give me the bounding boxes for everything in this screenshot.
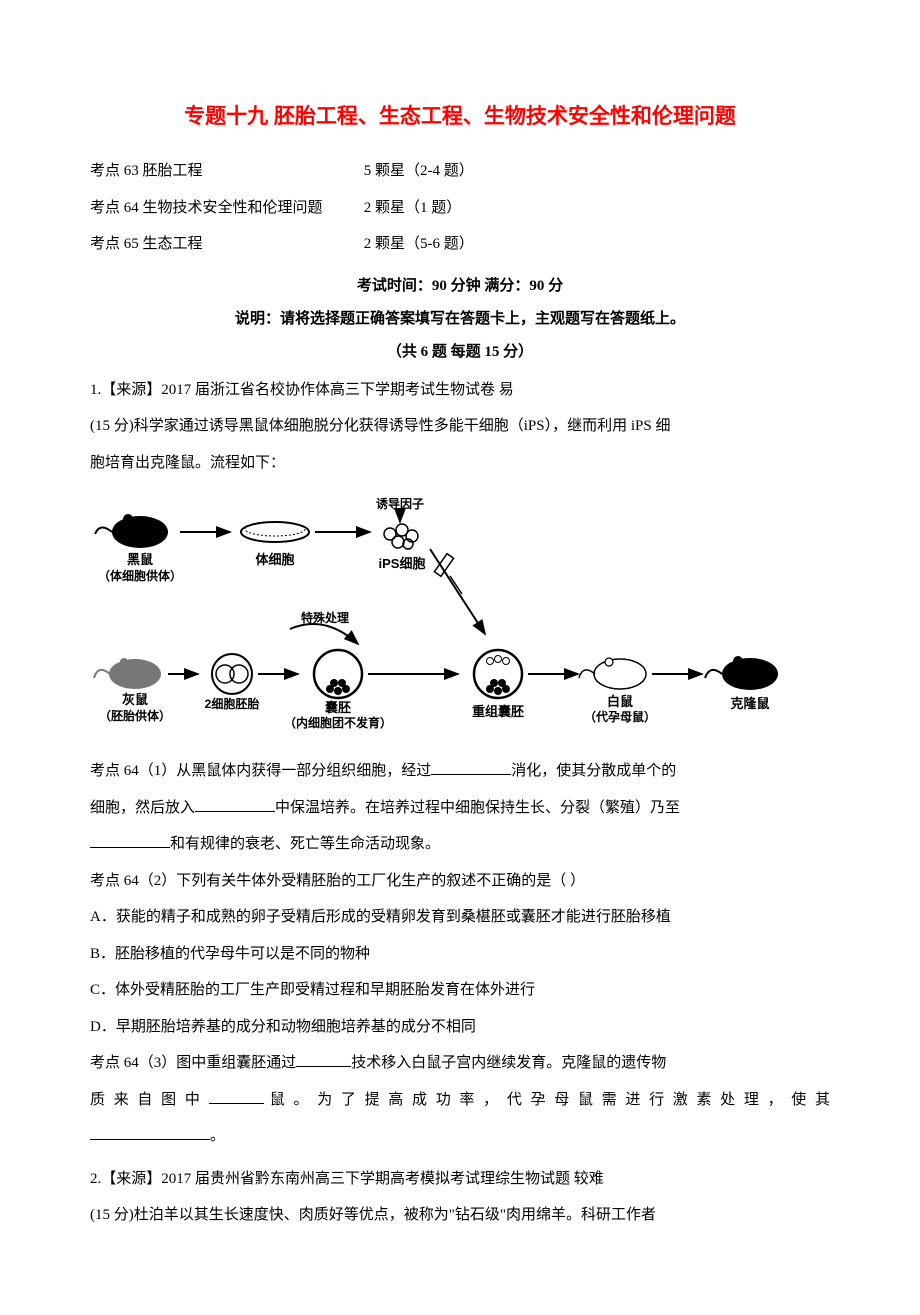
instruction: 说明：请将选择题正确答案填写在答题卡上，主观题写在答题纸上。 <box>90 307 830 328</box>
label-clone: 克隆鼠 <box>730 696 769 711</box>
q1-opt-a: A．获能的精子和成熟的卵子受精后形成的受精卵发育到桑椹胚或囊胚才能进行胚胎移植 <box>90 900 830 935</box>
label-cells: 体细胞 <box>255 552 294 567</box>
point-row-64: 考点 64 生物技术安全性和伦理问题 2 颗星（1 题） <box>90 191 830 226</box>
q1-64-3-line1: 考点 64（3）图中重组囊胚通过 技术移入白鼠子宫内继续发育。克隆鼠的遗传物 <box>90 1046 830 1081</box>
point-label: 考点 63 胚胎工程 <box>90 154 360 189</box>
point-stars: 2 颗星（1 题） <box>364 191 462 226</box>
label-white-mouse: 白鼠 <box>607 694 633 709</box>
text: 考点 64（1）从黑鼠体内获得一部分组织细胞，经过 <box>90 763 431 779</box>
q1-opt-b: B．胚胎移植的代孕母牛可以是不同的物种 <box>90 937 830 972</box>
recomb-cells-icon <box>486 656 510 696</box>
blank-input[interactable] <box>195 797 275 812</box>
label-black-mouse: 黑鼠 <box>127 552 153 567</box>
q1-64-1-line1: 考点 64（1）从黑鼠体内获得一部分组织细胞，经过 消化，使其分散成单个的 <box>90 754 830 789</box>
text: 中保温培养。在培养过程中细胞保持生长、分裂（繁殖）乃至 <box>275 800 680 816</box>
blank-input[interactable] <box>431 760 511 775</box>
q1-64-1-line2: 细胞，然后放入 中保温培养。在培养过程中细胞保持生长、分裂（繁殖）乃至 <box>90 791 830 826</box>
label-blast: 囊胚 <box>324 700 351 715</box>
point-label: 考点 65 生态工程 <box>90 227 360 262</box>
flow-diagram: 黑鼠 （体细胞供体） 体细胞 诱导因子 iPS细胞 灰鼠 （胚胎供体） <box>90 494 830 744</box>
q1-64-3-line3: 。 <box>90 1119 830 1154</box>
label-blast-sub: （内细胞团不发育） <box>284 715 392 730</box>
text: 质 来 自 图 中 <box>90 1092 202 1108</box>
exam-info: 考试时间：90 分钟 满分：90 分 <box>90 274 830 295</box>
q1-64-1-line3: 和有规律的衰老、死亡等生命活动现象。 <box>90 827 830 862</box>
blank-input[interactable] <box>90 1125 210 1140</box>
text: 。 <box>210 1128 225 1144</box>
q1-source: 1.【来源】2017 届浙江省名校协作体高三下学期考试生物试卷 易 <box>90 373 830 408</box>
blast-cells-icon <box>326 679 350 695</box>
label-process: 特殊处理 <box>301 610 349 625</box>
label-ips: iPS细胞 <box>379 556 426 571</box>
q1-64-2: 考点 64（2）下列有关牛体外受精胚胎的工厂化生产的叙述不正确的是（ ） <box>90 864 830 899</box>
point-label: 考点 64 生物技术安全性和伦理问题 <box>90 191 360 226</box>
point-row-65: 考点 65 生态工程 2 颗星（5-6 题） <box>90 227 830 262</box>
q1-opt-c: C．体外受精胚胎的工厂生产即受精过程和早期胚胎发育在体外进行 <box>90 973 830 1008</box>
blank-input[interactable] <box>90 833 170 848</box>
page-title: 专题十九 胚胎工程、生态工程、生物技术安全性和伦理问题 <box>90 100 830 130</box>
label-gray-mouse: 灰鼠 <box>122 692 148 707</box>
label-factor: 诱导因子 <box>376 496 424 511</box>
text: 消化，使其分散成单个的 <box>511 763 676 779</box>
q1-stem-1: (15 分)科学家通过诱导黑鼠体细胞脱分化获得诱导性多能干细胞（iPS），继而利… <box>90 409 830 444</box>
ips-cluster-icon <box>384 524 418 549</box>
q2-stem: (15 分)杜泊羊以其生长速度快、肉质好等优点，被称为"钻石级"肉用绵羊。科研工… <box>90 1198 830 1233</box>
text: 和有规律的衰老、死亡等生命活动现象。 <box>170 836 440 852</box>
blank-input[interactable] <box>209 1089 264 1104</box>
blank-input[interactable] <box>296 1052 351 1067</box>
label-white-mouse-sub: （代孕母鼠） <box>584 709 656 724</box>
text: 技术移入白鼠子宫内继续发育。克隆鼠的遗传物 <box>351 1055 666 1071</box>
label-gray-mouse-sub: （胚胎供体） <box>99 708 171 723</box>
point-stars: 2 颗星（5-6 题） <box>364 227 474 262</box>
point-stars: 5 颗星（2-4 题） <box>364 154 474 189</box>
section-header: （共 6 题 每题 15 分） <box>90 340 830 361</box>
label-recomb: 重组囊胚 <box>472 704 524 719</box>
text: 考点 64（3）图中重组囊胚通过 <box>90 1055 296 1071</box>
text: 鼠 。 为 了 提 高 成 功 率 ， 代 孕 母 鼠 需 进 行 激 素 处 … <box>270 1092 830 1108</box>
q1-opt-d: D．早期胚胎培养基的成分和动物细胞培养基的成分不相同 <box>90 1010 830 1045</box>
q1-64-3-line2: 质 来 自 图 中 鼠 。 为 了 提 高 成 功 率 ， 代 孕 母 鼠 需 … <box>90 1083 830 1118</box>
label-embryo2: 2细胞胚胎 <box>205 696 260 711</box>
point-row-63: 考点 63 胚胎工程 5 颗星（2-4 题） <box>90 154 830 189</box>
text: 细胞，然后放入 <box>90 800 195 816</box>
label-black-mouse-sub: （体细胞供体） <box>98 568 182 583</box>
q1-stem-2: 胞培育出克隆鼠。流程如下： <box>90 446 830 481</box>
q2-source: 2.【来源】2017 届贵州省黔东南州高三下学期高考模拟考试理综生物试题 较难 <box>90 1162 830 1197</box>
